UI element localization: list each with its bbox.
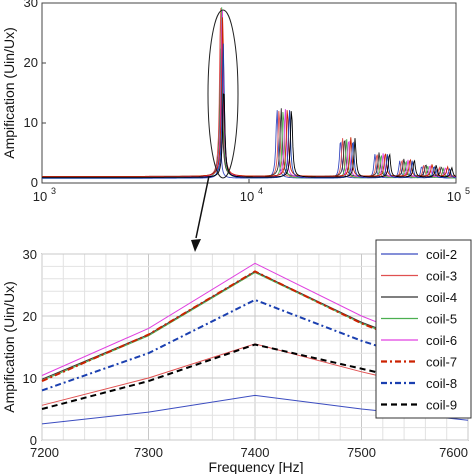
legend-label-coil-2: coil-2 bbox=[426, 247, 457, 262]
legend-label-coil-5: coil-5 bbox=[426, 312, 457, 327]
top-series-line bbox=[42, 43, 457, 179]
bottom-y-tick-label: 30 bbox=[23, 247, 37, 262]
bottom-x-tick-label: 7500 bbox=[347, 445, 376, 460]
bottom-x-axis-label: Frequency [Hz] bbox=[209, 459, 304, 474]
top-x-tick-exponent: 5 bbox=[465, 186, 470, 196]
top-y-axis-label: Ampification (Uin/Ux) bbox=[1, 27, 17, 158]
bottom-chart: 0 10 20 30 7200 7300 7400 7500 7600 Ampificatio… bbox=[1, 239, 472, 474]
zoom-arrow-line bbox=[195, 175, 210, 239]
top-x-tick-exponent: 4 bbox=[258, 186, 263, 196]
top-x-tick-label: 10 bbox=[33, 189, 47, 204]
bottom-y-tick-label: 0 bbox=[30, 433, 37, 448]
top-y-tick-label: 30 bbox=[24, 0, 38, 10]
top-y-tick-label: 20 bbox=[24, 55, 38, 70]
top-y-ticks: 0 10 20 30 bbox=[24, 0, 46, 190]
series-line-coil-9 bbox=[41, 343, 469, 410]
legend-label-coil-7: coil-7 bbox=[426, 355, 457, 370]
bottom-x-tick-label: 7200 bbox=[30, 445, 59, 460]
bottom-y-tick-label: 20 bbox=[23, 309, 37, 324]
legend-label-coil-6: coil-6 bbox=[426, 333, 457, 348]
bottom-y-tick-label: 10 bbox=[23, 371, 37, 386]
legend-label-coil-4: coil-4 bbox=[426, 290, 457, 305]
peak-highlight-ellipse bbox=[207, 9, 239, 179]
top-x-ticks: 10 3 10 4 10 5 bbox=[33, 179, 470, 204]
legend: coil-2 coil-3 coil-4 coil-5 coil-6 coil-7 coil… bbox=[375, 239, 472, 419]
bottom-x-tick-label: 7400 bbox=[241, 445, 270, 460]
bottom-y-ticks: 0 10 20 30 bbox=[23, 247, 37, 448]
bottom-x-tick-label: 7300 bbox=[134, 445, 163, 460]
legend-label-coil-8: coil-8 bbox=[426, 376, 457, 391]
bottom-x-tick-label: 7600 bbox=[439, 445, 468, 460]
top-chart-lines bbox=[42, 7, 457, 179]
legend-label-coil-9: coil-9 bbox=[426, 398, 457, 413]
top-series-line bbox=[42, 93, 457, 178]
legend-label-coil-3: coil-3 bbox=[426, 269, 457, 284]
top-series-line bbox=[42, 17, 456, 177]
top-plot-area bbox=[41, 2, 457, 184]
bottom-x-ticks: 7200 7300 7400 7500 7600 bbox=[30, 445, 468, 460]
top-x-tick-exponent: 3 bbox=[51, 186, 56, 196]
top-y-tick-label: 0 bbox=[31, 175, 38, 190]
bottom-y-axis-label: Ampification (Uin/Ux) bbox=[1, 281, 17, 412]
top-y-tick-label: 10 bbox=[24, 115, 38, 130]
top-x-tick-label: 10 bbox=[447, 189, 461, 204]
legend-box bbox=[375, 239, 472, 419]
top-x-tick-label: 10 bbox=[240, 189, 254, 204]
zoom-arrow-head bbox=[191, 239, 201, 252]
